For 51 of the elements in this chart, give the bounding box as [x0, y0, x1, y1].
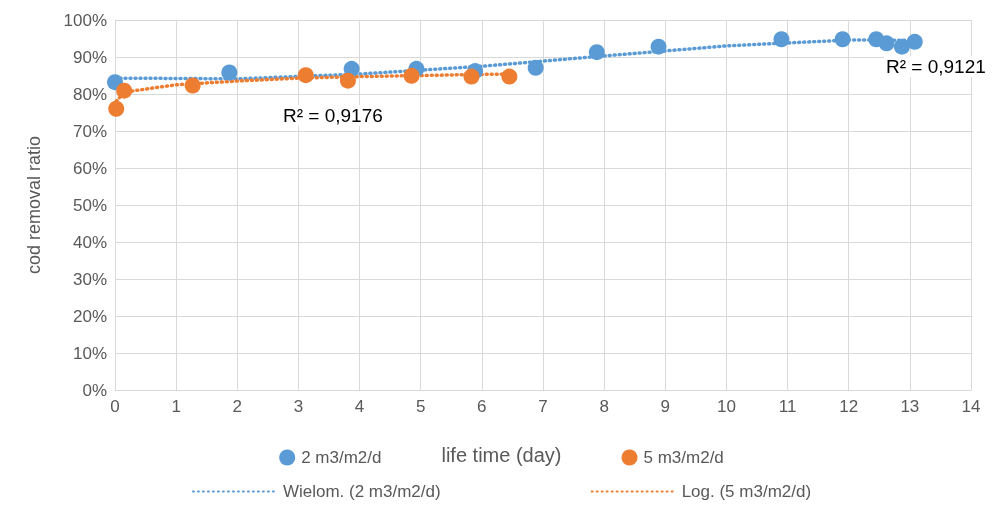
y-tick-label: 60% — [72, 158, 107, 178]
point — [834, 31, 851, 48]
point — [501, 68, 518, 85]
x-tick-label: 2 — [232, 397, 243, 416]
point — [906, 33, 923, 50]
x-tick-label: 3 — [293, 397, 304, 416]
y-tick-label: 50% — [72, 195, 107, 215]
legend-label: Wielom. (2 m3/m2/d) — [282, 482, 441, 501]
y-tick-label: 100% — [63, 10, 107, 30]
point — [893, 38, 910, 55]
y-tick-label: 10% — [72, 343, 107, 363]
point — [878, 35, 895, 52]
x-tick-label: 14 — [961, 397, 981, 416]
point — [339, 72, 356, 89]
x-tick-label: 10 — [716, 397, 736, 416]
x-tick-label: 11 — [778, 397, 797, 416]
x-tick-label: 8 — [599, 397, 609, 416]
point — [588, 44, 605, 61]
x-tick-label: 12 — [839, 397, 859, 416]
y-tick-label: 90% — [72, 47, 107, 67]
x-tick-label: 6 — [477, 397, 487, 416]
legend-label: 2 m3/m2/d — [301, 448, 382, 467]
point — [527, 59, 544, 76]
point — [463, 68, 480, 85]
x-tick-label: 13 — [900, 397, 920, 416]
point — [184, 77, 201, 94]
x-axis-title: life time (day) — [441, 444, 562, 466]
x-tick-label: 7 — [538, 397, 548, 416]
point — [297, 67, 314, 84]
y-tick-label: 20% — [72, 306, 107, 326]
point — [108, 100, 125, 117]
point — [221, 64, 238, 81]
x-tick-label: 9 — [660, 397, 671, 416]
y-tick-label: 70% — [72, 121, 107, 141]
point — [116, 82, 133, 99]
legend-label: 5 m3/m2/d — [643, 448, 724, 467]
point — [773, 31, 790, 48]
annotation: R² = 0,9176 — [283, 105, 383, 126]
y-tick-label: 30% — [72, 269, 107, 289]
x-tick-label: 0 — [110, 397, 120, 416]
y-tick-label: 0% — [82, 380, 107, 400]
x-tick-label: 1 — [171, 397, 181, 416]
point — [650, 38, 667, 55]
y-axis-title: cod removal ratio — [24, 135, 44, 275]
y-tick-label: 40% — [72, 232, 107, 252]
legend-label: Log. (5 m3/m2/d) — [681, 482, 812, 501]
y-tick-label: 80% — [72, 84, 107, 104]
annotation: R² = 0,9121 — [886, 56, 986, 77]
x-tick-label: 5 — [415, 397, 426, 416]
x-tick-label: 4 — [354, 397, 365, 416]
point — [403, 67, 420, 84]
